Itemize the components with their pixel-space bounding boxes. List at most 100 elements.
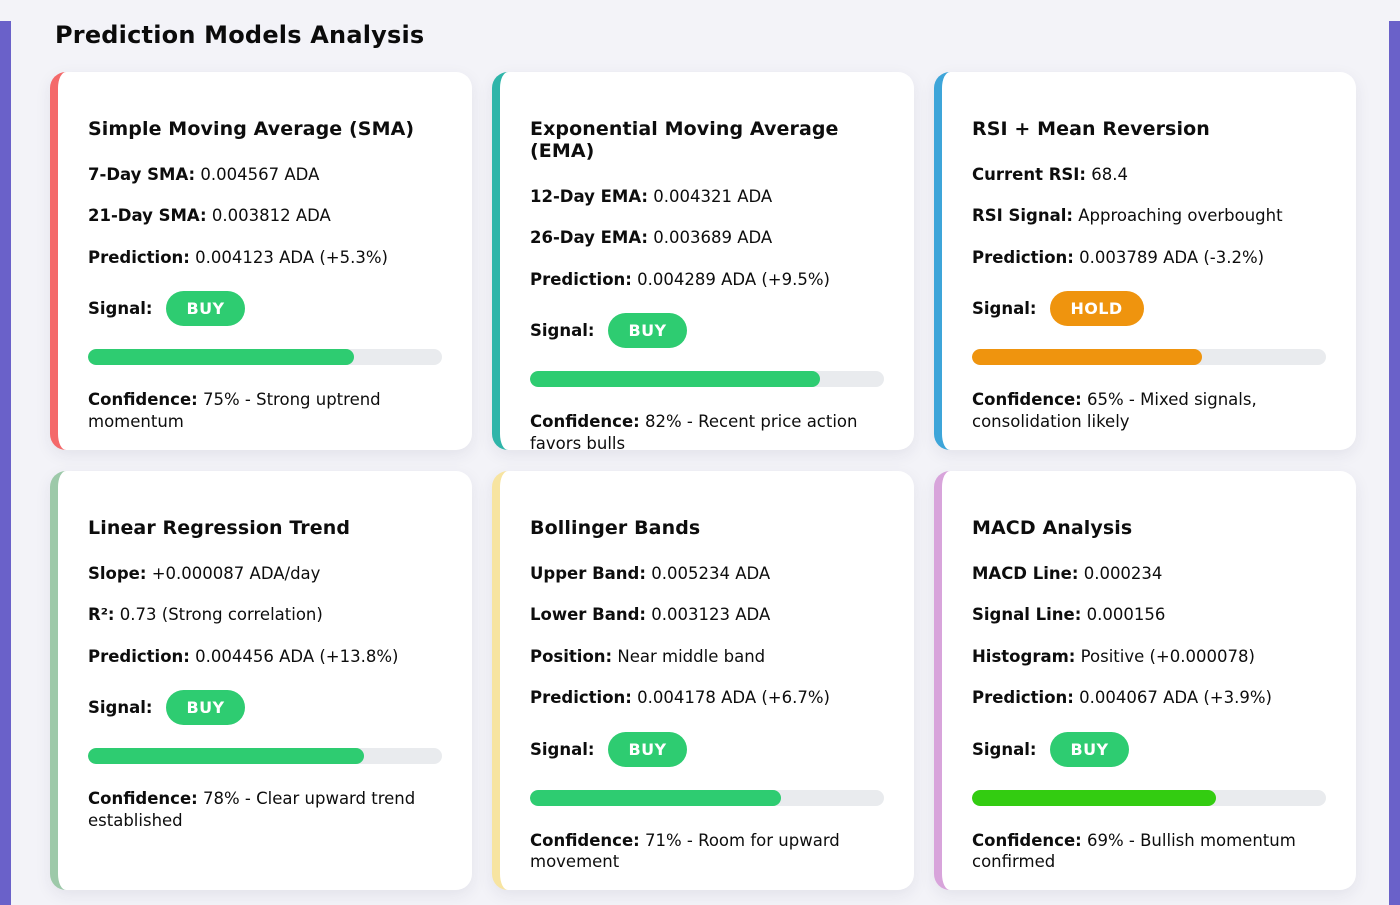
row-value: Near middle band — [612, 646, 766, 666]
row-label: Current RSI: — [972, 165, 1087, 184]
prediction-model-card-macd: MACD Analysis MACD Line: 0.000234 Signal … — [934, 471, 1356, 890]
signal-row: Signal: BUY — [88, 291, 442, 327]
confidence-progress-track — [88, 748, 442, 765]
confidence-text: Confidence: 82% - Recent price action fa… — [530, 411, 884, 450]
data-row: Signal Line: 0.000156 — [972, 605, 1326, 625]
card-data-rows: 7-Day SMA: 0.004567 ADA 21-Day SMA: 0.003… — [88, 165, 442, 267]
confidence-text: Confidence: 78% - Clear upward trend est… — [88, 788, 442, 831]
confidence-text: Confidence: 69% - Bullish momentum confi… — [972, 830, 1326, 873]
row-value: 68.4 — [1086, 165, 1129, 184]
data-row: RSI Signal: Approaching overbought — [972, 206, 1326, 226]
row-value: +0.000087 ADA/day — [146, 564, 321, 583]
row-value: 0.004289 ADA (+9.5%) — [631, 269, 830, 289]
confidence-progress-track — [972, 349, 1326, 366]
row-value: 0.003123 ADA — [646, 605, 771, 625]
row-label: Upper Band: — [530, 564, 646, 583]
row-label: Prediction: — [530, 269, 632, 289]
row-value: 0.004456 ADA (+13.8%) — [189, 646, 399, 666]
row-label: 26-Day EMA: — [530, 228, 648, 248]
data-row: Prediction: 0.004289 ADA (+9.5%) — [530, 270, 884, 290]
card-title: Exponential Moving Average (EMA) — [530, 118, 839, 162]
data-row: Histogram: Positive (+0.000078) — [972, 647, 1326, 667]
card-title: Simple Moving Average (SMA) — [88, 118, 415, 140]
prediction-model-card-linear-regression: Linear Regression Trend Slope: +0.000087… — [50, 471, 472, 890]
signal-label: Signal: — [972, 739, 1037, 759]
row-value: 0.73 (Strong correlation) — [114, 605, 323, 625]
card-data-rows: MACD Line: 0.000234 Signal Line: 0.000156… — [972, 564, 1326, 708]
confidence-text: Confidence: 75% - Strong uptrend momentu… — [88, 389, 442, 432]
row-value: 0.003789 ADA (-3.2%) — [1073, 247, 1265, 267]
row-label: MACD Line: — [972, 564, 1079, 583]
data-row: 26-Day EMA: 0.003689 ADA — [530, 228, 884, 248]
confidence-progress-track — [530, 789, 884, 806]
confidence-progress-fill — [530, 371, 821, 388]
row-label: Lower Band: — [530, 605, 647, 625]
row-value: 0.000234 — [1078, 564, 1163, 583]
card-title: Linear Regression Trend — [88, 517, 351, 539]
confidence-label: Confidence: — [88, 789, 198, 809]
confidence-label: Confidence: — [972, 830, 1082, 850]
confidence-progress-fill — [530, 789, 782, 806]
confidence-value: 69% - Bullish momentum confirmed — [972, 830, 1296, 872]
row-label: Prediction: — [972, 247, 1074, 267]
prediction-model-card-bollinger: Bollinger Bands Upper Band: 0.005234 ADA… — [492, 471, 914, 890]
card-data-rows: Current RSI: 68.4 RSI Signal: Approaching… — [972, 165, 1326, 267]
confidence-progress-track — [88, 349, 442, 366]
confidence-label: Confidence: — [88, 390, 198, 410]
data-row: 12-Day EMA: 0.004321 ADA — [530, 187, 884, 207]
signal-badge: BUY — [1049, 731, 1130, 767]
confidence-progress-track — [530, 371, 884, 388]
card-title: MACD Analysis — [972, 517, 1133, 539]
row-label: Position: — [530, 646, 613, 666]
data-row: 7-Day SMA: 0.004567 ADA — [88, 165, 442, 185]
signal-label: Signal: — [88, 698, 153, 718]
row-label: Histogram: — [972, 646, 1076, 666]
confidence-value: 65% - Mixed signals, consolidation likel… — [972, 390, 1257, 431]
confidence-progress-track — [972, 789, 1326, 806]
row-value: 0.000156 — [1081, 605, 1166, 625]
row-value: 0.004123 ADA (+5.3%) — [189, 247, 388, 267]
signal-badge: BUY — [165, 690, 246, 726]
signal-badge: BUY — [165, 291, 246, 327]
row-label: 7-Day SMA: — [88, 165, 196, 184]
signal-badge: HOLD — [1049, 291, 1144, 327]
data-row: Current RSI: 68.4 — [972, 165, 1326, 185]
confidence-progress-fill — [972, 349, 1203, 366]
signal-badge: BUY — [607, 313, 688, 349]
data-row: R²: 0.73 (Strong correlation) — [88, 605, 442, 625]
confidence-progress-fill — [972, 789, 1217, 806]
signal-row: Signal: HOLD — [972, 291, 1326, 327]
row-label: R²: — [88, 605, 115, 625]
signal-row: Signal: BUY — [972, 731, 1326, 767]
card-title: RSI + Mean Reversion — [972, 118, 1210, 140]
signal-row: Signal: BUY — [530, 313, 884, 349]
confidence-text: Confidence: 65% - Mixed signals, consoli… — [972, 389, 1326, 432]
prediction-cards-grid: Simple Moving Average (SMA) 7-Day SMA: 0… — [50, 72, 1356, 890]
confidence-value: 78% - Clear upward trend established — [88, 789, 416, 830]
data-row: 21-Day SMA: 0.003812 ADA — [88, 206, 442, 226]
right-edge-accent-bar — [1389, 21, 1400, 905]
data-row: Prediction: 0.004067 ADA (+3.9%) — [972, 688, 1326, 708]
prediction-model-card-ema: Exponential Moving Average (EMA) 12-Day … — [492, 72, 914, 450]
confidence-label: Confidence: — [972, 390, 1082, 410]
card-data-rows: 12-Day EMA: 0.004321 ADA 26-Day EMA: 0.00… — [530, 187, 884, 289]
row-value: Approaching overbought — [1072, 206, 1283, 226]
row-value: 0.003689 ADA — [648, 228, 773, 248]
confidence-value: 71% - Room for upward movement — [530, 830, 840, 872]
prediction-model-card-rsi: RSI + Mean Reversion Current RSI: 68.4 RS… — [934, 72, 1356, 450]
signal-label: Signal: — [530, 739, 595, 759]
confidence-text: Confidence: 71% - Room for upward moveme… — [530, 830, 884, 873]
prediction-model-card-sma: Simple Moving Average (SMA) 7-Day SMA: 0… — [50, 72, 472, 450]
confidence-progress-fill — [88, 748, 365, 765]
row-label: Prediction: — [88, 646, 190, 666]
card-title: Bollinger Bands — [530, 517, 701, 539]
row-label: Slope: — [88, 564, 147, 583]
row-label: Prediction: — [972, 687, 1074, 707]
data-row: Prediction: 0.004456 ADA (+13.8%) — [88, 647, 442, 667]
confidence-label: Confidence: — [530, 830, 640, 850]
data-row: Position: Near middle band — [530, 647, 884, 667]
row-value: 0.003812 ADA — [206, 206, 331, 226]
data-row: MACD Line: 0.000234 — [972, 564, 1326, 584]
left-edge-accent-bar — [0, 21, 11, 905]
row-label: 21-Day SMA: — [88, 206, 207, 226]
